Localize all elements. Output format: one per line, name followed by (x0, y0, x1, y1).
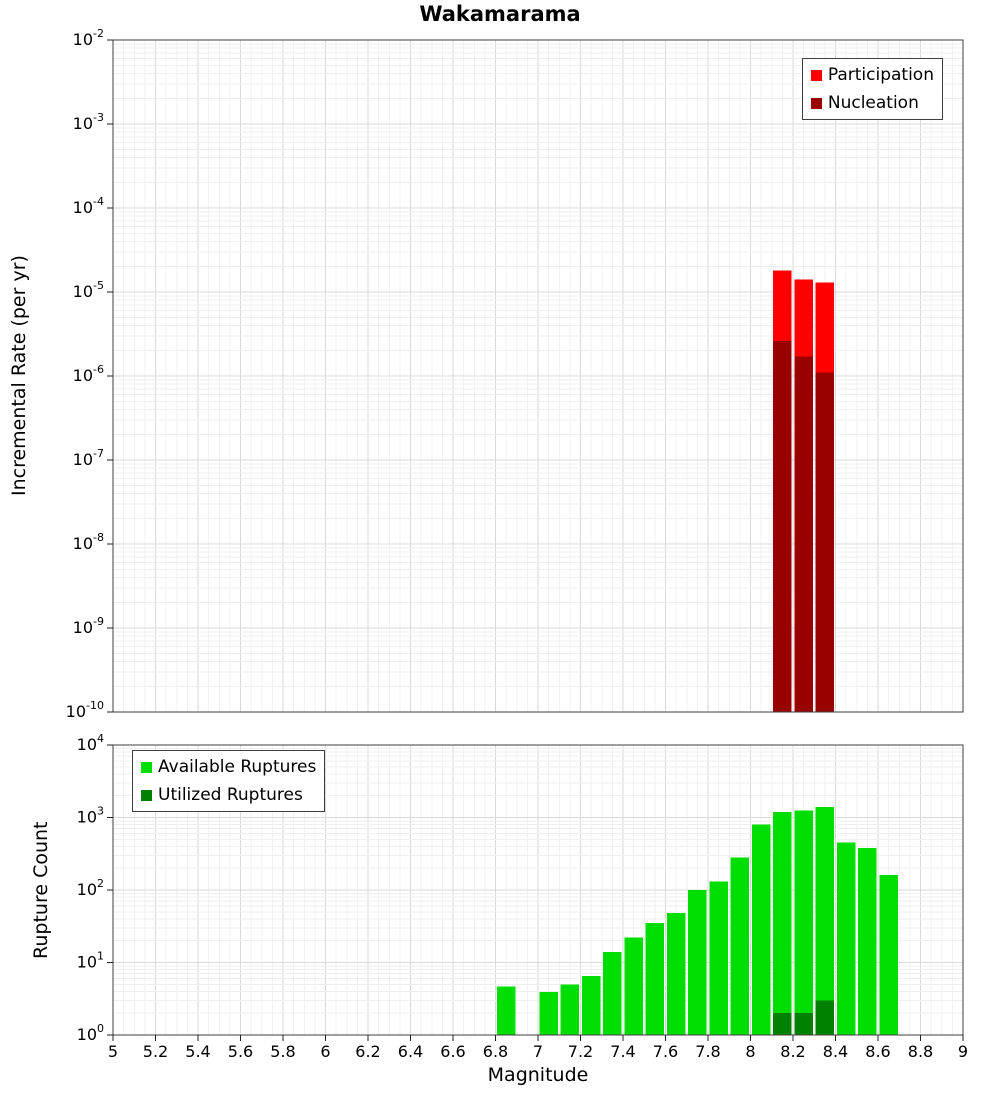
bar (688, 890, 707, 1035)
x-tick-label: 7.8 (695, 1042, 720, 1061)
rate-y-axis-label: Incremental Rate (per yr) (8, 255, 30, 497)
bar (624, 937, 643, 1035)
y-tick-label: 10-7 (73, 447, 104, 469)
rate-legend: Participation Nucleation (801, 58, 943, 120)
series-utilized-ruptures (773, 1000, 835, 1035)
y-tick-label: 102 (77, 877, 104, 899)
x-tick-label: 6 (320, 1042, 330, 1061)
bar (836, 842, 856, 1035)
legend-label-participation: Participation (827, 65, 934, 85)
x-tick-label: 7.2 (568, 1042, 593, 1061)
bar (879, 875, 898, 1035)
nucleation-swatch-icon (810, 97, 822, 109)
bar (560, 984, 580, 1035)
y-tick-label: 101 (77, 950, 104, 972)
series-available-ruptures (496, 806, 898, 1035)
y-tick-label: 103 (77, 805, 104, 827)
legend-item-participation: Participation (810, 61, 934, 89)
series-nucleation (773, 341, 835, 712)
x-tick-label: 6.4 (398, 1042, 423, 1061)
y-tick-label: 10-5 (73, 279, 104, 301)
y-tick-label: 10-4 (73, 195, 104, 217)
legend-item-utilized: Utilized Ruptures (141, 781, 316, 809)
x-axis-label: Magnitude (487, 1064, 589, 1086)
bar (709, 881, 728, 1035)
bar (730, 857, 750, 1035)
y-tick-label: 10-6 (73, 363, 104, 385)
bar (581, 976, 601, 1035)
count-y-axis-label: Rupture Count (30, 821, 52, 959)
legend-item-available: Available Ruptures (141, 753, 316, 781)
x-tick-label: 8.4 (823, 1042, 848, 1061)
x-tick-label: 9 (958, 1042, 968, 1061)
x-tick-label: 8.6 (865, 1042, 890, 1061)
bar (539, 992, 558, 1035)
x-tick-label: 5.8 (270, 1042, 295, 1061)
bar (603, 951, 622, 1035)
bar (773, 811, 792, 1035)
y-tick-label: 10-9 (73, 615, 104, 637)
bar (496, 986, 516, 1035)
x-tick-label: 6.6 (440, 1042, 465, 1061)
bar (773, 341, 792, 712)
bar (815, 1000, 835, 1035)
bar (815, 806, 835, 1035)
bar (794, 1013, 813, 1035)
plot-incremental-rate: 10-2 10-3 10-4 10-5 10-6 10-7 10-8 10-9 10-10 (66, 27, 964, 721)
count-legend: Available Ruptures Utilized Ruptures (132, 750, 326, 812)
y-tick-label: 10-8 (73, 531, 104, 553)
bar (794, 356, 813, 712)
legend-label-nucleation: Nucleation (827, 93, 919, 113)
bar (666, 913, 686, 1035)
y-tick-label: 100 (77, 1022, 104, 1044)
bar (794, 810, 813, 1035)
x-tick-label: 8.2 (780, 1042, 805, 1061)
x-tick-label: 7.4 (610, 1042, 635, 1061)
chart-title: Wakamarama (419, 2, 581, 26)
legend-item-nucleation: Nucleation (810, 89, 934, 117)
bar (815, 372, 835, 712)
x-tick-label: 5.6 (228, 1042, 253, 1061)
x-tick-label: 5.4 (185, 1042, 210, 1061)
utilized-ruptures-swatch-icon (141, 789, 152, 801)
x-tick-label: 7.6 (653, 1042, 678, 1061)
y-tick-label: 10-10 (66, 699, 104, 721)
participation-swatch-icon (810, 69, 822, 81)
x-tick-label: 7 (533, 1042, 543, 1061)
x-tick-label: 6.2 (355, 1042, 380, 1061)
bar (645, 923, 665, 1035)
y-tick-label: 10-3 (73, 111, 104, 133)
x-tick-label: 5 (108, 1042, 118, 1061)
x-tick-label: 8 (745, 1042, 755, 1061)
bar (858, 847, 877, 1035)
x-tick-label: 5.2 (143, 1042, 168, 1061)
y-tick-label: 10-2 (73, 27, 104, 49)
legend-label-available: Available Ruptures (158, 757, 317, 777)
bar (773, 1013, 792, 1035)
y-tick-label: 104 (77, 732, 104, 754)
legend-label-utilized: Utilized Ruptures (158, 785, 303, 805)
x-tick-label: 8.8 (908, 1042, 933, 1061)
available-ruptures-swatch-icon (141, 761, 152, 773)
x-tick-label: 6.8 (483, 1042, 508, 1061)
bar (751, 824, 771, 1035)
